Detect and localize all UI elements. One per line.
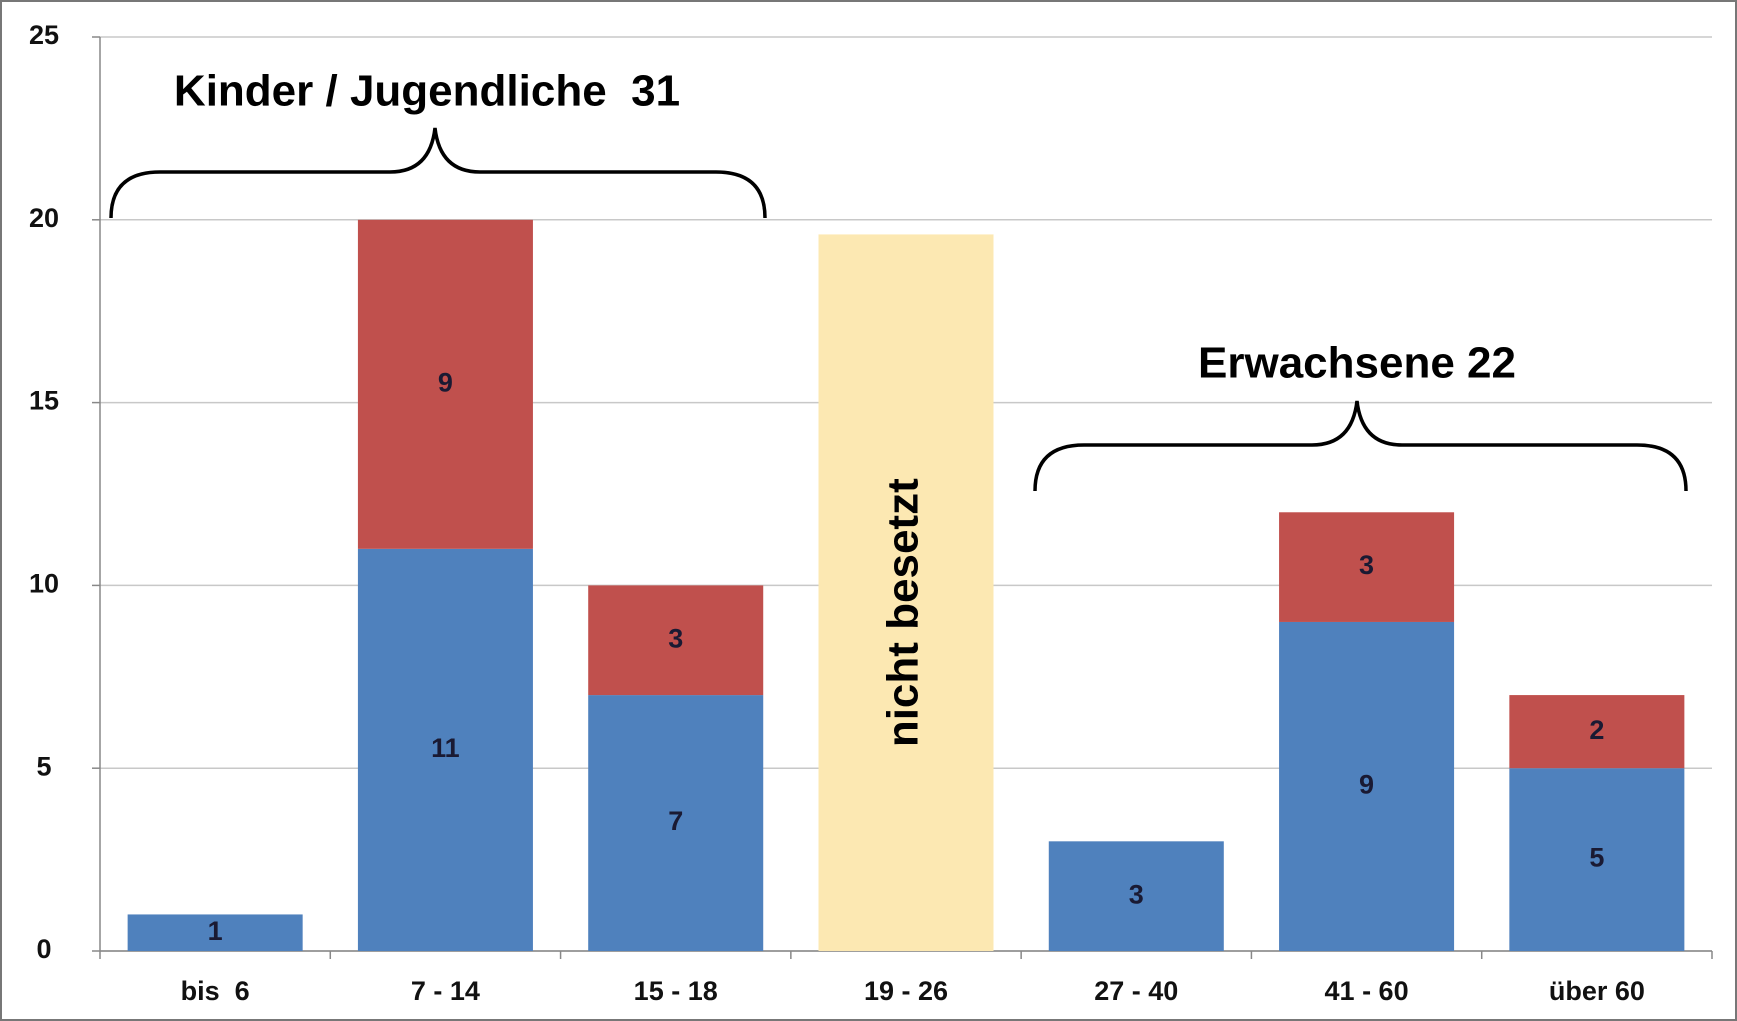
x-tick-label: 41 - 60 [1325, 976, 1409, 1006]
y-tick-label: 5 [36, 751, 51, 781]
y-tick-label: 25 [29, 20, 59, 50]
x-tick-label: über 60 [1549, 976, 1645, 1006]
bar-segment [588, 695, 764, 951]
data-label: 3 [668, 623, 683, 653]
bar-segment [1509, 695, 1685, 769]
data-label: 3 [1359, 550, 1374, 580]
brace [109, 127, 767, 219]
y-tick-label: 20 [29, 203, 59, 233]
bar-segment [357, 219, 533, 549]
data-label: 7 [668, 806, 683, 836]
bar-segment [588, 585, 764, 696]
bar-segment [1048, 841, 1224, 951]
group-label: Kinder / Jugendliche 31 [174, 67, 680, 116]
bar-segment [818, 234, 994, 951]
bar-segment [357, 548, 533, 951]
data-label: 1 [208, 916, 223, 946]
y-tick-label: 15 [29, 386, 59, 416]
y-tick-label: 0 [36, 934, 51, 964]
annotation: nicht besetzt [879, 478, 928, 747]
bar-segment [1279, 512, 1455, 622]
brace [1033, 400, 1688, 492]
x-tick-label: bis 6 [181, 976, 250, 1006]
data-label: 2 [1589, 715, 1604, 745]
data-label: 11 [431, 733, 460, 763]
data-label: 9 [438, 367, 453, 397]
data-label: 9 [1359, 770, 1374, 800]
group-label: Erwachsene 22 [1198, 339, 1516, 388]
data-label: 5 [1589, 843, 1604, 873]
bar-segment [1509, 768, 1685, 951]
bar-segment [127, 914, 303, 951]
x-tick-label: 27 - 40 [1094, 976, 1178, 1006]
bar-segment [1279, 621, 1455, 951]
data-label: 3 [1129, 879, 1144, 909]
x-tick-label: 15 - 18 [634, 976, 718, 1006]
x-tick-label: 19 - 26 [864, 976, 948, 1006]
y-tick-label: 10 [29, 569, 59, 599]
x-tick-label: 7 - 14 [411, 976, 480, 1006]
